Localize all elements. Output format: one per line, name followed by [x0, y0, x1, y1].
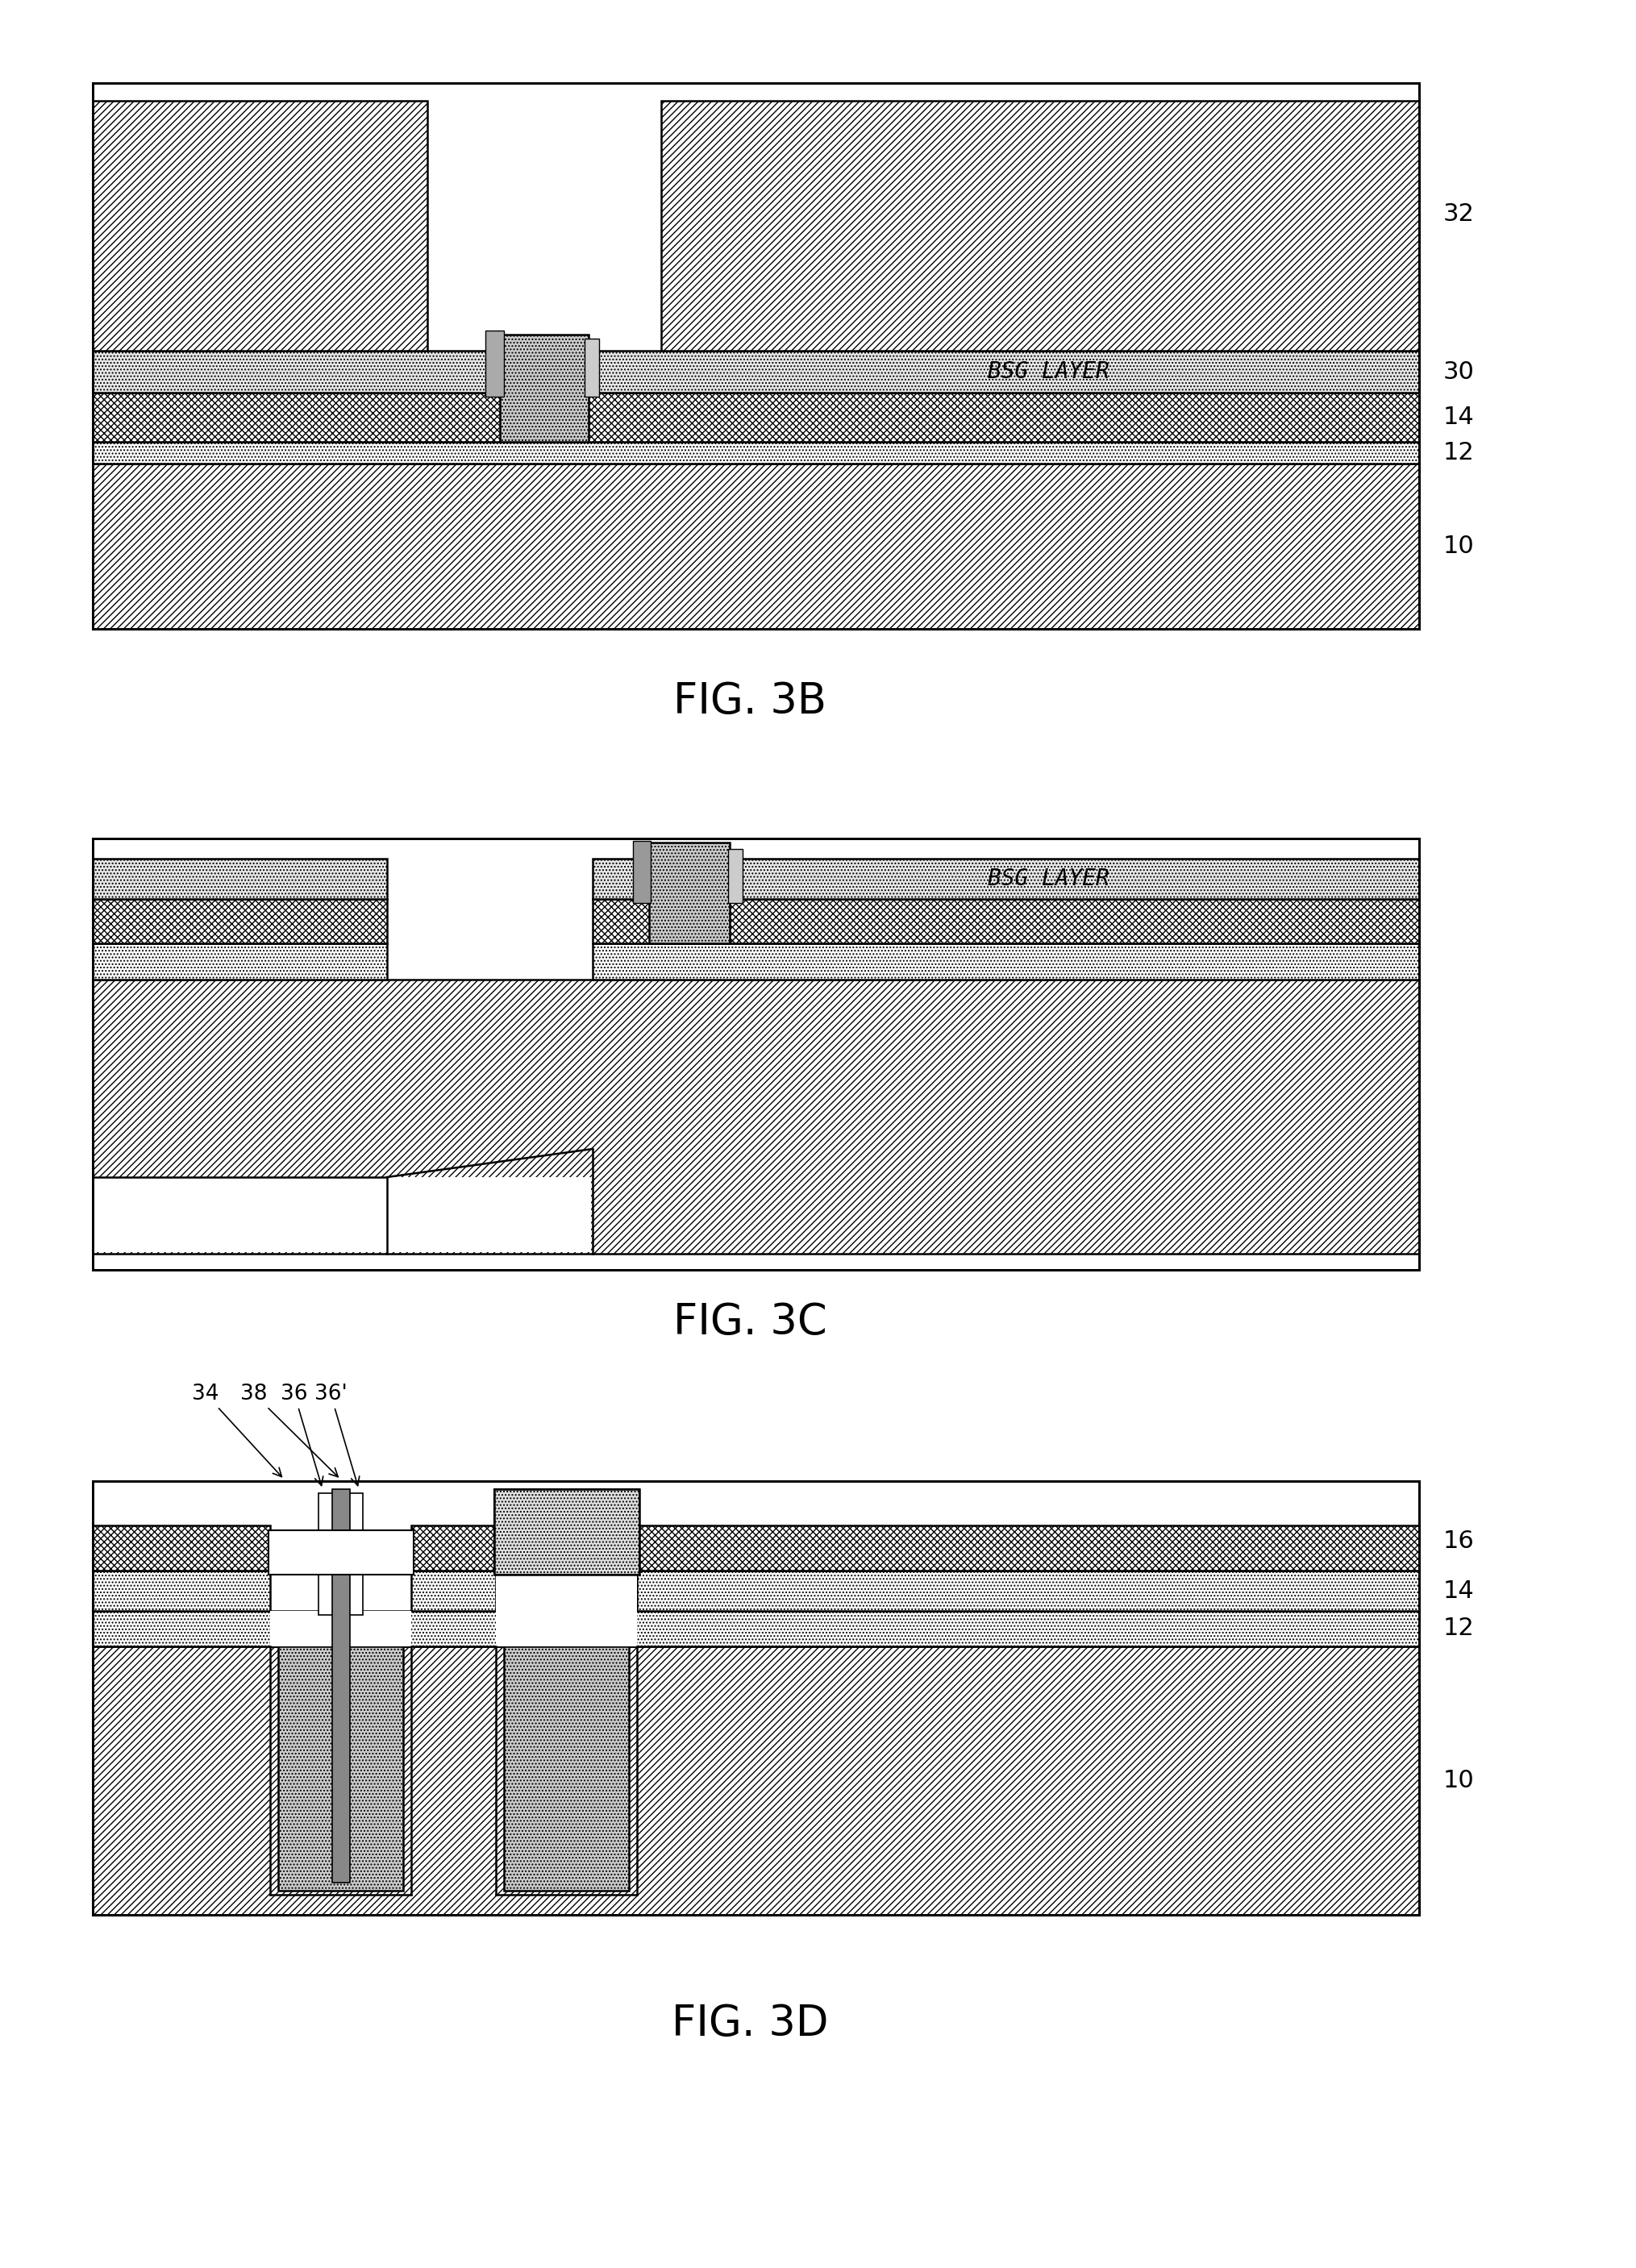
Text: 36': 36' [314, 1383, 360, 1486]
Bar [496, 1610, 636, 1647]
Text: BSG LAYER: BSG LAYER [988, 361, 1109, 383]
Text: 12: 12 [1443, 1617, 1474, 1640]
Text: 16: 16 [1443, 1531, 1474, 1554]
Bar [501, 336, 589, 442]
Bar [93, 463, 1418, 628]
Bar [592, 898, 1418, 943]
Text: 10: 10 [1443, 535, 1474, 558]
Text: 32: 32 [1443, 202, 1474, 225]
Text: 30: 30 [1443, 361, 1474, 383]
Bar [494, 1490, 640, 1574]
Bar [592, 860, 1418, 898]
Bar [95, 1177, 591, 1252]
Bar [496, 1569, 636, 1610]
Text: 10: 10 [1443, 1769, 1474, 1792]
Bar [93, 1526, 270, 1569]
Bar [504, 1647, 628, 1892]
Bar [93, 1647, 1418, 1914]
Bar [93, 860, 388, 898]
Bar [649, 841, 730, 943]
Bar [93, 839, 1418, 1270]
Bar [270, 1610, 411, 1647]
Bar [661, 100, 1418, 352]
Bar [93, 84, 1418, 628]
Bar [319, 1492, 363, 1615]
Bar [332, 1490, 350, 1882]
Bar [411, 1526, 496, 1569]
Bar [93, 100, 427, 352]
Bar [93, 392, 1418, 442]
Bar [93, 898, 388, 943]
Text: BSG LAYER: BSG LAYER [988, 869, 1109, 889]
Bar [636, 1569, 1418, 1610]
Bar [494, 1490, 640, 1574]
Text: 12: 12 [1443, 440, 1474, 465]
Bar [592, 943, 1418, 980]
Text: 34: 34 [191, 1383, 281, 1476]
Text: FIG. 3D: FIG. 3D [671, 2003, 828, 2046]
Text: FIG. 3C: FIG. 3C [672, 1302, 826, 1343]
Bar [636, 1526, 1418, 1569]
Bar [268, 1531, 414, 1574]
Text: 38: 38 [240, 1383, 339, 1476]
Bar [728, 848, 743, 903]
Bar [93, 352, 1418, 392]
Text: 14: 14 [1443, 1579, 1474, 1603]
Bar [93, 1569, 270, 1610]
Bar [633, 841, 651, 903]
Text: FIG. 3B: FIG. 3B [674, 680, 826, 723]
Bar [93, 1481, 1418, 1914]
Bar [93, 980, 1418, 1254]
Bar [486, 331, 504, 397]
Bar [584, 338, 599, 397]
Bar [93, 442, 1418, 463]
Text: 36: 36 [281, 1383, 324, 1486]
Text: 14: 14 [1443, 406, 1474, 429]
Bar [93, 943, 388, 980]
Bar [278, 1647, 402, 1892]
Bar [411, 1569, 496, 1610]
Bar [93, 1610, 1418, 1647]
